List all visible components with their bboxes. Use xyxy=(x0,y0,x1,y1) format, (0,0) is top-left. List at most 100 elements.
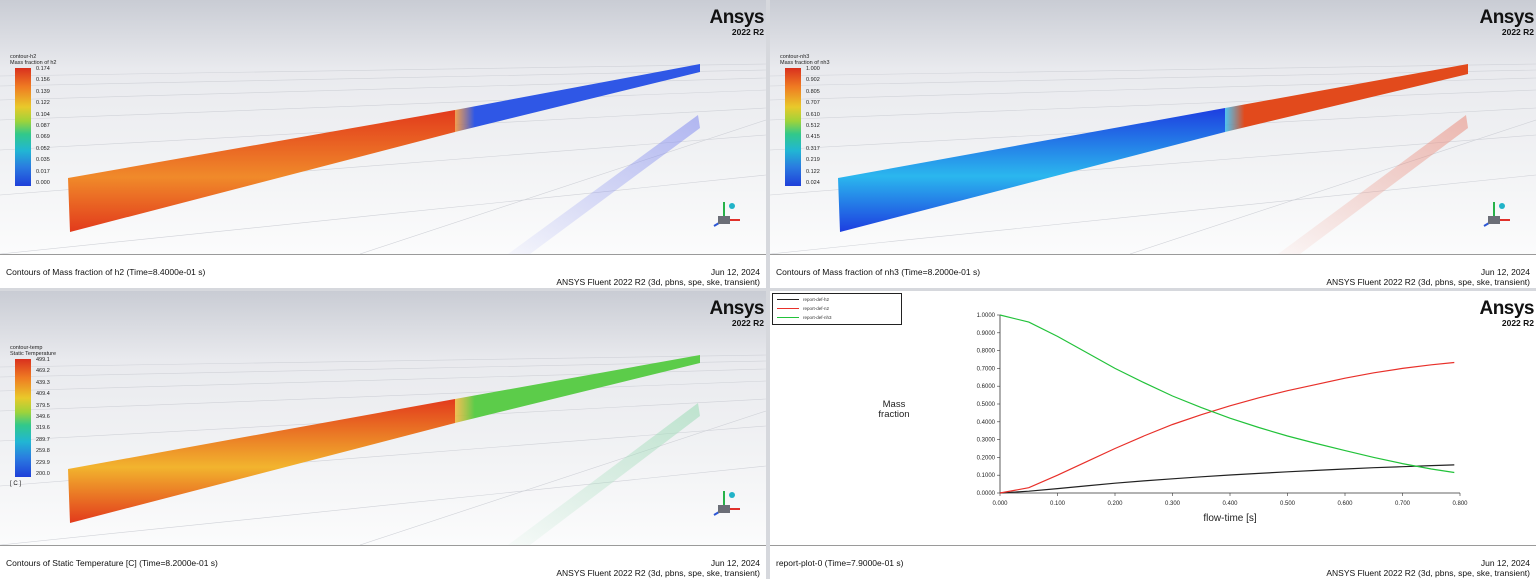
mirror-strip xyxy=(508,403,700,545)
domain-outlet-section xyxy=(455,64,700,132)
y-axis-label: Mass xyxy=(883,399,906,410)
caption-bar: Contours of Mass fraction of h2 (Time=8.… xyxy=(0,254,766,288)
release-text: 2022 R2 xyxy=(731,27,764,37)
series-line-report-def-n2 xyxy=(999,361,1455,494)
contour-pane-h2[interactable]: contour-h2 Mass fraction of h2 0.174 0.15… xyxy=(0,0,766,288)
logo-text: Ansys xyxy=(709,7,764,28)
logo-text: Ansys xyxy=(1479,298,1534,319)
y-axis-label: fraction xyxy=(878,409,909,420)
caption-version: ANSYS Fluent 2022 R2 (3d, pbns, spe, ske… xyxy=(556,277,760,287)
release-text: 2022 R2 xyxy=(731,318,764,328)
legend-unit: [ C ] xyxy=(10,481,22,487)
colorbar-tick-label: 319.6 xyxy=(36,425,50,432)
series-line-report-def-nh3 xyxy=(999,314,1455,474)
colorbar-tick-label: 409.4 xyxy=(36,391,50,398)
legend-title: contour-temp xyxy=(10,345,43,351)
domain-inlet-section xyxy=(838,108,1225,232)
caption-date: Jun 12, 2024 xyxy=(1480,558,1530,568)
contour-pane-nh3[interactable]: contour-nh3 Mass fraction of nh3 1.000 0.… xyxy=(770,0,1536,288)
colorbar-tick-label: 439.3 xyxy=(36,379,50,386)
x-tick-label: 0.500 xyxy=(1280,501,1296,507)
contour-pane-temp[interactable]: contour-temp Static Temperature 499.1 469… xyxy=(0,291,766,579)
y-tick-label: 0.3000 xyxy=(977,438,996,444)
axes-triad-icon[interactable] xyxy=(704,481,756,539)
colorbar-tick-label: 0.707 xyxy=(806,100,820,107)
ansys-logo: Ansys 2022 R2 xyxy=(709,8,764,37)
colorbar-tick-label: 1.000 xyxy=(806,66,820,72)
legend-quantity: Mass fraction of nh3 xyxy=(780,60,830,66)
colorbar-tick-label: 0.156 xyxy=(36,77,50,84)
colorbar-tick-label: 200.0 xyxy=(36,471,50,477)
color-legend: contour-temp Static Temperature 499.1 469… xyxy=(10,345,56,487)
colorbar-tick-label: 0.087 xyxy=(36,123,50,129)
y-tick-label: 0.7000 xyxy=(977,366,996,372)
colorbar-tick-label: 289.7 xyxy=(36,436,50,443)
release-text: 2022 R2 xyxy=(1501,27,1534,37)
colorbar xyxy=(15,359,31,477)
colorbar-tick-label: 0.069 xyxy=(36,134,50,141)
caption-date: Jun 12, 2024 xyxy=(710,558,760,568)
axes-triad-icon[interactable] xyxy=(704,192,756,250)
legend-entry-nh3: report-def-nh3 xyxy=(777,315,832,323)
x-tick-label: 0.100 xyxy=(1050,501,1066,507)
release-text: 2022 R2 xyxy=(1501,318,1534,328)
caption-bar: report-plot-0 (Time=7.9000e-01 s) Jun 12… xyxy=(770,545,1536,579)
report-plot-chart[interactable]: 0.000 0.100 0.200 0.300 0.400 0.500 0.600 0.700… xyxy=(770,291,1536,545)
y-tick-label: 0.1000 xyxy=(977,473,996,479)
x-tick-label: 0.300 xyxy=(1165,501,1181,507)
colorbar-tick-label: 0.512 xyxy=(806,123,820,129)
colorbar xyxy=(15,68,31,186)
logo-text: Ansys xyxy=(709,298,764,319)
y-tick-label: 0.5000 xyxy=(977,402,996,408)
contour-view-temp[interactable] xyxy=(0,291,766,545)
y-tick-label: 0.8000 xyxy=(977,349,996,355)
x-axis-label: flow-time [s] xyxy=(1203,513,1257,524)
plot-legend[interactable]: report-def-h2 report-def-n2 report-def-n… xyxy=(772,293,902,325)
caption-text: Contours of Mass fraction of h2 (Time=8.… xyxy=(6,267,206,277)
colorbar-tick-label: 229.9 xyxy=(36,459,50,466)
y-tick-label: 0.9000 xyxy=(977,331,996,337)
ansys-logo: Ansys 2022 R2 xyxy=(1479,8,1534,37)
contour-view-h2[interactable] xyxy=(0,0,766,254)
color-legend: contour-h2 Mass fraction of h2 0.174 0.15… xyxy=(10,54,56,186)
colorbar-tick-label: 0.610 xyxy=(806,111,820,118)
caption-text: report-plot-0 (Time=7.9000e-01 s) xyxy=(776,558,904,568)
domain-outlet-section xyxy=(455,355,700,423)
colorbar-tick-label: 0.104 xyxy=(36,111,50,118)
domain-inlet-section xyxy=(68,110,455,232)
y-tick-label: 1.0000 xyxy=(977,313,996,319)
colorbar xyxy=(785,68,801,186)
colorbar-tick-label: 0.122 xyxy=(806,168,820,175)
caption-version: ANSYS Fluent 2022 R2 (3d, pbns, spe, ske… xyxy=(1326,277,1530,287)
mirror-strip xyxy=(1278,115,1468,254)
legend-label: report-def-n2 xyxy=(803,306,830,311)
colorbar-tick-label: 0.317 xyxy=(806,145,820,152)
colorbar-tick-label: 0.035 xyxy=(36,157,50,164)
caption-date: Jun 12, 2024 xyxy=(710,267,760,277)
contour-view-nh3[interactable] xyxy=(770,0,1536,254)
logo-text: Ansys xyxy=(1479,7,1534,28)
domain-inlet-section xyxy=(68,399,455,523)
series-line-report-def-h2 xyxy=(999,464,1455,494)
y-tick-label: 0.4000 xyxy=(977,420,996,426)
colorbar-tick-label: 0.902 xyxy=(806,77,820,84)
colorbar-tick-label: 0.415 xyxy=(806,134,820,141)
legend-title: contour-h2 xyxy=(10,54,37,60)
mirror-strip xyxy=(508,115,700,254)
domain-outlet-section xyxy=(1225,64,1468,132)
colorbar-tick-label: 0.052 xyxy=(36,145,50,152)
x-tick-label: 0.600 xyxy=(1337,501,1353,507)
ansys-logo: Ansys 2022 R2 xyxy=(709,299,764,328)
x-tick-label: 0.800 xyxy=(1452,501,1468,507)
colorbar-tick-label: 499.1 xyxy=(36,357,50,363)
colorbar-tick-label: 379.5 xyxy=(36,402,50,409)
x-tick-label: 0.200 xyxy=(1107,501,1123,507)
report-plot-pane[interactable]: 0.000 0.100 0.200 0.300 0.400 0.500 0.600 0.700… xyxy=(770,291,1536,579)
legend-title: contour-nh3 xyxy=(780,54,810,60)
axes-triad-icon[interactable] xyxy=(1474,192,1526,250)
caption-version: ANSYS Fluent 2022 R2 (3d, pbns, spe, ske… xyxy=(1326,568,1530,578)
colorbar-tick-label: 0.174 xyxy=(36,66,50,72)
legend-entry-h2: report-def-h2 xyxy=(777,297,829,305)
colorbar-tick-label: 349.6 xyxy=(36,414,50,420)
colorbar-tick-label: 0.139 xyxy=(36,88,50,95)
